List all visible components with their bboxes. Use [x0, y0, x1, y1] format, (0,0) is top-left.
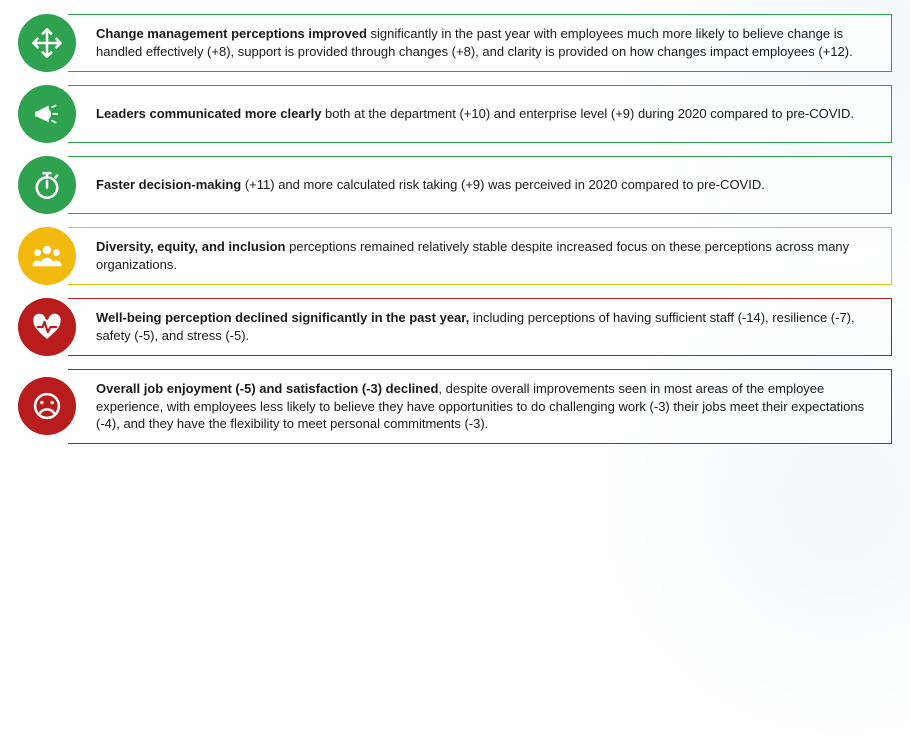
- bold: Diversity, equity, and inclusion: [96, 239, 286, 254]
- bold: Leaders communicated more clearly: [96, 106, 321, 121]
- text-leader-communication: Leaders communicated more clearly both a…: [68, 85, 892, 143]
- stopwatch-icon: [18, 156, 76, 214]
- row-change-management: Change management perceptions improved s…: [18, 14, 892, 72]
- row-well-being: Well-being perception declined significa…: [18, 298, 892, 356]
- text-well-being: Well-being perception declined significa…: [68, 298, 892, 356]
- row-leader-communication: Leaders communicated more clearly both a…: [18, 85, 892, 143]
- bold: Faster decision-making: [96, 177, 241, 192]
- rest: (+11) and more calculated risk taking (+…: [241, 177, 765, 192]
- text-decision-making: Faster decision-making (+11) and more ca…: [68, 156, 892, 214]
- bold: Change management perceptions improved: [96, 26, 367, 41]
- text-job-enjoyment: Overall job enjoyment (-5) and satisfact…: [68, 369, 892, 444]
- arrows-out-icon: [18, 14, 76, 72]
- people-icon: [18, 227, 76, 285]
- rest: both at the department (+10) and enterpr…: [321, 106, 854, 121]
- text-dei: Diversity, equity, and inclusion percept…: [68, 227, 892, 285]
- text-change-management: Change management perceptions improved s…: [68, 14, 892, 72]
- bold: Overall job enjoyment (-5) and satisfact…: [96, 381, 438, 396]
- row-dei: Diversity, equity, and inclusion percept…: [18, 227, 892, 285]
- frown-icon: [18, 377, 76, 435]
- bold: Well-being perception declined significa…: [96, 310, 469, 325]
- megaphone-icon: [18, 85, 76, 143]
- heart-pulse-icon: [18, 298, 76, 356]
- row-job-enjoyment: Overall job enjoyment (-5) and satisfact…: [18, 369, 892, 444]
- row-decision-making: Faster decision-making (+11) and more ca…: [18, 156, 892, 214]
